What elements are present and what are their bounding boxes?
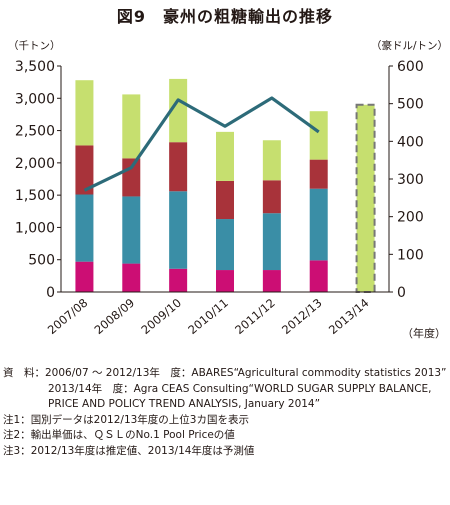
note-text: 国別データは2012/13年度の上位3カ国を表示 [30, 413, 249, 426]
right-tick-label: 600 [397, 59, 424, 75]
right-tick-label: 300 [397, 172, 424, 188]
note-text: 輸出単価は、ＱＳＬのNo.1 Pool Priceの値 [30, 429, 235, 441]
left-tick-label: 2,500 [15, 124, 55, 140]
notes-block: 資 料： 2006/07 〜 2012/13年 度：ABARES“Agricul… [3, 366, 447, 459]
bar-segment-2 [262, 213, 281, 271]
note-label: 注1： [3, 413, 31, 426]
bar-segment-1 [122, 263, 141, 292]
bar-segment-3 [169, 142, 188, 192]
source-note-2: 2013/14年 度：Agra CEAS Consulting“WORLD SU… [3, 382, 447, 413]
right-tick-label: 0 [397, 285, 406, 301]
bar-segment-1 [309, 260, 328, 292]
left-axis-unit: （千トン） [8, 40, 61, 52]
bar-segment-2 [216, 219, 234, 271]
note-3: 注3： 2012/13年度は推定値、2013/14年度は予測値 [3, 444, 447, 460]
bar-segment-2 [309, 188, 328, 261]
x-axis-unit: （年度） [402, 326, 446, 340]
right-tick-label: 100 [397, 247, 424, 263]
category-label: 2013/14 [326, 296, 372, 337]
note-1: 注1： 国別データは2012/13年度の上位3カ国を表示 [3, 413, 447, 429]
bar-segment-1 [75, 261, 94, 292]
left-tick-label: 1,000 [15, 220, 55, 236]
chart-title: 図9 豪州の粗糖輸出の推移 [116, 7, 334, 26]
category-label: 2010/11 [185, 296, 231, 337]
bar-segment-3 [309, 159, 328, 189]
category-label: 2009/10 [138, 296, 184, 337]
left-tick-label: 3,500 [15, 59, 55, 75]
price-line [83, 96, 320, 192]
bar-segment-1 [216, 270, 234, 292]
left-tick-label: 500 [28, 253, 55, 269]
note-text: 2012/13年度は推定値、2013/14年度は予測値 [30, 444, 255, 457]
note-label: 資 料： [3, 367, 45, 379]
right-tick-label: 500 [397, 97, 424, 113]
left-tick-label: 0 [46, 285, 55, 301]
bar-segment-2 [122, 196, 141, 264]
export-chart: （千トン） （豪ドル/トン） （年度） 0 500 1,000 1,500 2,000 2… [8, 39, 448, 340]
bar-segment-2 [169, 191, 188, 269]
note-label: 注2： [3, 429, 31, 441]
note-label: 注3： [3, 444, 31, 457]
note-text: 2013/14年 度：Agra CEAS Consulting“WORLD SU… [48, 382, 432, 411]
category-label: 2008/09 [92, 296, 138, 337]
bar-segment-3 [262, 180, 281, 214]
forecast-bar [355, 103, 376, 293]
left-tick-label: 3,000 [15, 91, 55, 107]
category-label: 2011/12 [232, 296, 278, 337]
category-label: 2007/08 [45, 296, 91, 337]
note-2: 注2： 輸出単価は、ＱＳＬのNo.1 Pool Priceの値 [3, 428, 447, 444]
bar-segment-2 [75, 194, 94, 262]
bar-segment-1 [262, 270, 281, 292]
bar-segment-4 [122, 94, 141, 159]
bar-segment-4 [169, 78, 188, 143]
bar-segment-1 [169, 268, 188, 292]
source-note: 資 料： 2006/07 〜 2012/13年 度：ABARES“Agricul… [3, 366, 447, 382]
bar-segment-4 [262, 140, 281, 181]
bar-segment-3 [122, 158, 141, 197]
left-tick-label: 1,500 [15, 188, 55, 204]
bar-segment-3 [75, 145, 94, 195]
bar-segment-3 [216, 180, 234, 220]
category-label: 2012/13 [279, 296, 325, 337]
note-text: 2006/07 〜 2012/13年 度：ABARES“Agricultural… [45, 367, 447, 379]
right-tick-label: 400 [397, 134, 424, 150]
bar-segment-4 [309, 111, 328, 160]
left-tick-label: 2,000 [15, 156, 55, 172]
bar-segment-4 [216, 131, 234, 181]
right-axis-unit: （豪ドル/トン） [371, 39, 448, 52]
right-tick-label: 200 [397, 210, 424, 226]
bar-segment-4 [75, 80, 94, 146]
